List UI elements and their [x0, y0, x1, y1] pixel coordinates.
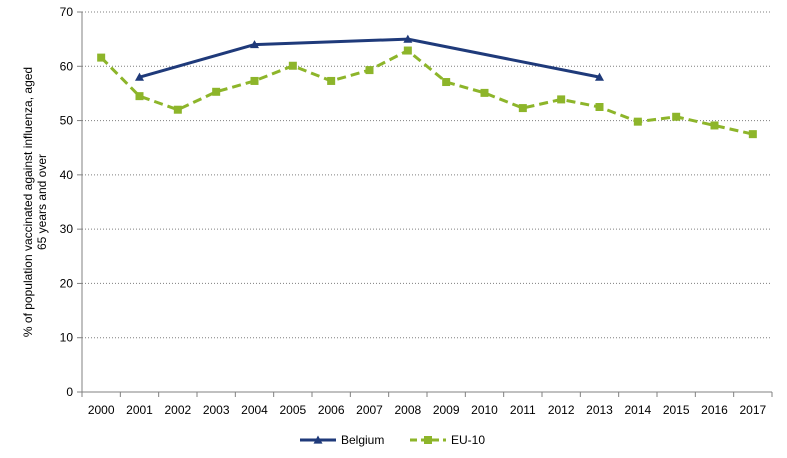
y-axis-title-line-1: % of population vaccinated against influ… [21, 67, 35, 337]
x-tick-label-2012: 2012 [548, 403, 575, 417]
eu-10-point-2007 [365, 66, 374, 75]
belgium-point-2004 [250, 40, 259, 49]
axes [77, 11, 773, 397]
eu-10-point-2004 [250, 76, 259, 85]
y-tick-label-50: 50 [60, 114, 74, 128]
x-tick-label-2013: 2013 [586, 403, 613, 417]
y-tick-label-30: 30 [60, 222, 74, 236]
series-eu-10 [97, 46, 757, 139]
x-tick-label-2014: 2014 [624, 403, 651, 417]
eu-10-point-2013 [595, 103, 604, 111]
belgium-point-2008 [403, 34, 413, 43]
legend-marker [313, 435, 323, 444]
eu-10-point-2016 [710, 121, 719, 130]
y-tick-label-40: 40 [60, 168, 74, 182]
eu-10-point-2002 [173, 105, 182, 114]
eu-10-point-2006 [327, 76, 336, 85]
eu-10-point-2003 [212, 87, 221, 96]
legend-label: EU-10 [451, 433, 485, 447]
eu-10-point-2005 [288, 61, 297, 70]
eu-10-point-2017 [748, 130, 757, 139]
x-tick-label-2009: 2009 [433, 403, 460, 417]
eu-10-point-2001 [135, 92, 144, 101]
x-tick-label-2008: 2008 [394, 403, 421, 417]
x-tick-label-2001: 2001 [126, 403, 153, 417]
y-tick-label-20: 20 [60, 276, 74, 290]
x-tick-label-2010: 2010 [471, 403, 498, 417]
x-tick-labels: 2000 2001 2002 2003 2004 2005 2006 2007 2008 2009… [88, 403, 767, 417]
y-tick-label-70: 70 [60, 5, 74, 19]
y-tick-label-60: 60 [60, 59, 74, 73]
y-tick-label-0: 0 [66, 385, 73, 399]
y-axis-title: % of population vaccinated against influ… [21, 67, 49, 337]
eu-10-point-2000 [97, 53, 106, 62]
x-tick-label-2017: 2017 [739, 403, 766, 417]
legend-label: Belgium [341, 433, 384, 447]
eu-10-point-2014 [633, 117, 642, 126]
x-tick-label-2002: 2002 [164, 403, 191, 417]
eu-10-point-2012 [557, 95, 566, 104]
eu-10-point-2015 [672, 112, 681, 121]
legend-entry-eu-10: EU-10 [410, 433, 485, 447]
y-axis-title-line-2: 65 years and over [35, 154, 49, 250]
legend-marker [424, 436, 432, 444]
series [97, 34, 757, 139]
legend: Belgium EU-10 [300, 433, 485, 447]
x-tick-label-2004: 2004 [241, 403, 268, 417]
belgium-point-2001 [135, 72, 144, 81]
eu-10-point-2009 [442, 78, 451, 87]
x-tick-label-2006: 2006 [318, 403, 345, 417]
x-tick-label-2005: 2005 [279, 403, 306, 417]
x-tick-label-2015: 2015 [663, 403, 690, 417]
x-tick-label-2016: 2016 [701, 403, 728, 417]
series-belgium [135, 34, 604, 81]
x-tick-label-2000: 2000 [88, 403, 115, 417]
eu-10-point-2008 [403, 46, 412, 55]
y-tick-label-10: 10 [60, 331, 74, 345]
gridlines [82, 11, 772, 339]
x-tick-label-2003: 2003 [203, 403, 230, 417]
x-tick-label-2007: 2007 [356, 403, 383, 417]
series-line-eu-10 [100, 49, 754, 136]
legend-entry-belgium: Belgium [300, 433, 384, 447]
eu-10-point-2011 [518, 104, 527, 113]
eu-10-point-2010 [480, 88, 489, 97]
y-tick-labels: 0 10 20 30 40 50 60 70 [60, 5, 74, 399]
x-tick-label-2011: 2011 [510, 403, 536, 417]
belgium-point-2013 [595, 72, 604, 81]
series-line-belgium [139, 37, 600, 79]
